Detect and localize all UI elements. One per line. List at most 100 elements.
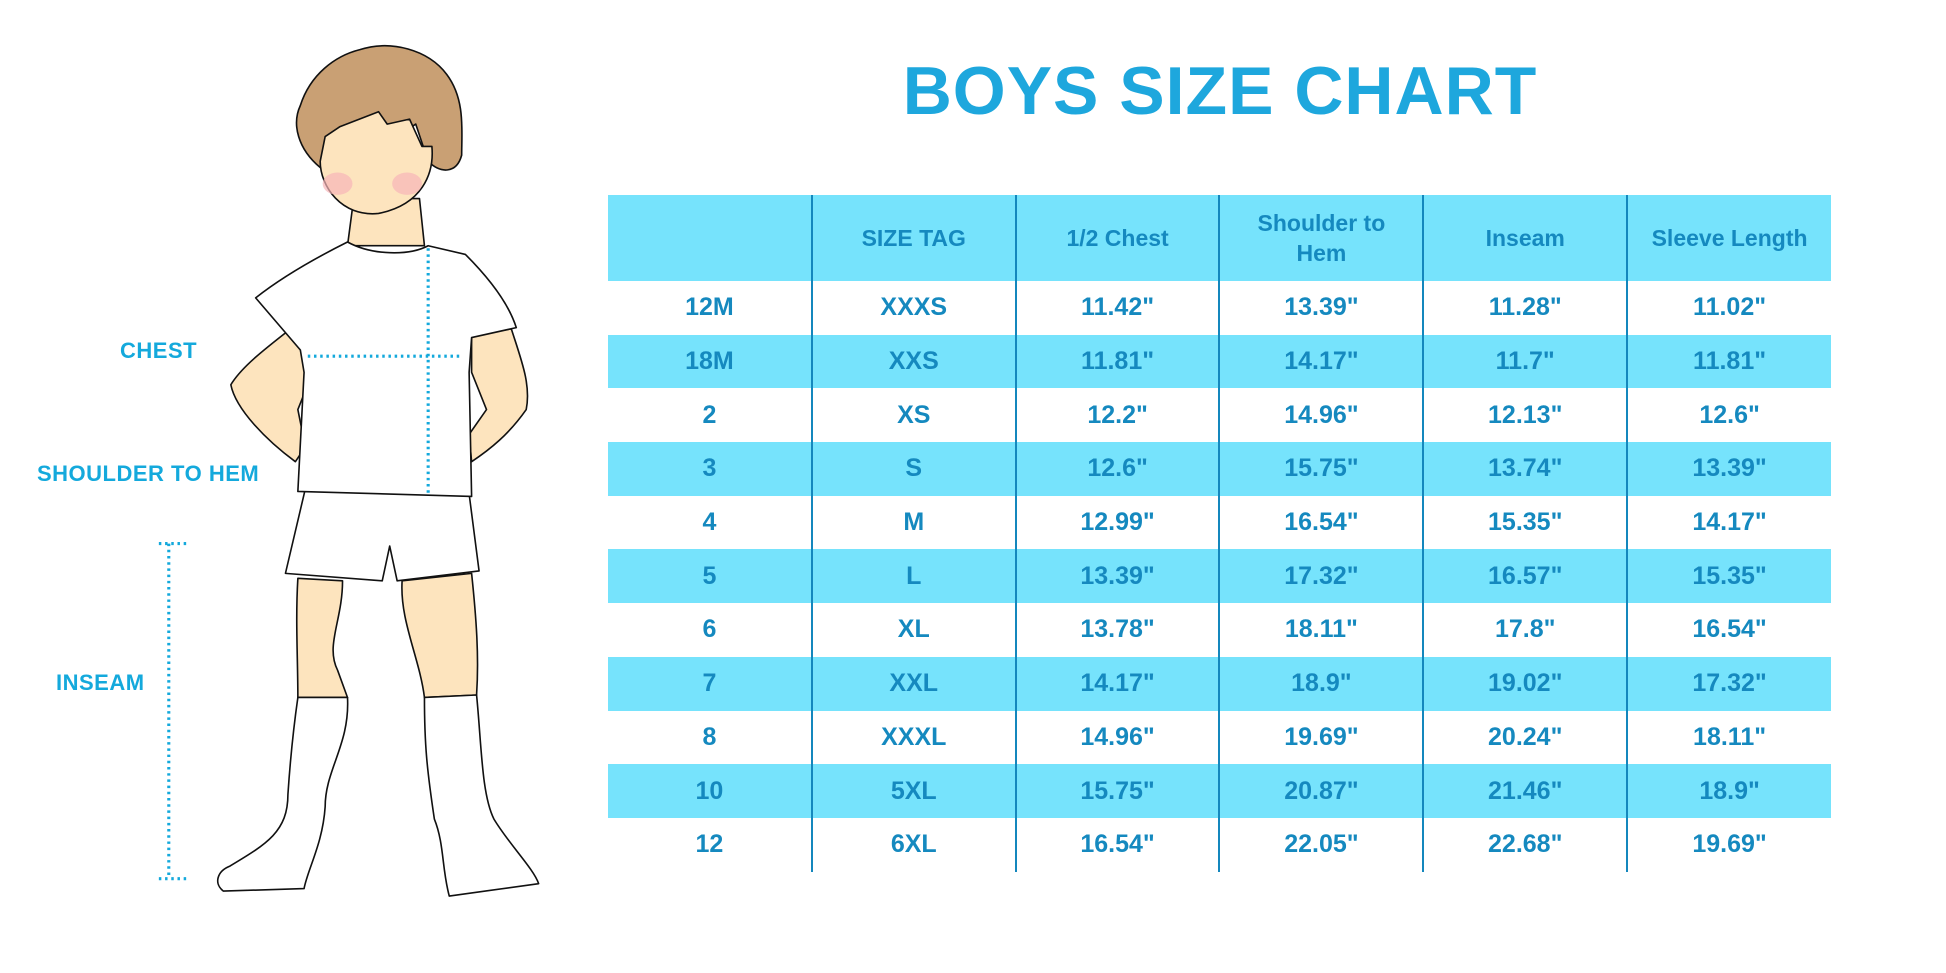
age-cell: 12M xyxy=(685,293,734,322)
half-chest-cell: 12.99" xyxy=(1014,495,1220,550)
inseam-cell: 11.7" xyxy=(1422,334,1628,389)
sleeve-length-cell: 14.17" xyxy=(1626,495,1831,550)
age-cell: 8 xyxy=(702,722,717,751)
inseam-label: INSEAM xyxy=(56,670,145,695)
size-tag-cell: XXL xyxy=(810,656,1016,711)
age-cell: 10 xyxy=(608,764,812,818)
age-cell: 12 xyxy=(695,830,724,859)
inseam-cell: 22.68" xyxy=(1422,817,1628,872)
left-sock xyxy=(216,696,349,892)
half-chest-cell: 14.96" xyxy=(1014,710,1220,765)
size-tag-cell: 5XL xyxy=(810,764,1016,818)
age-cell: 5 xyxy=(608,549,812,604)
table-row: 10 5XL 15.75" 20.87" 21.46" 18.9" xyxy=(608,764,1831,818)
half-chest-header: 1/2 Chest xyxy=(1014,195,1220,281)
shoulder-to-hem-header: Shoulder to Hem xyxy=(1218,195,1424,281)
sleeve-length-cell: 13.39" xyxy=(1626,442,1831,496)
age-cell: 2 xyxy=(702,400,717,429)
half-chest-cell: 11.81" xyxy=(1014,334,1220,389)
half-chest-cell: 15.75" xyxy=(1014,764,1220,818)
size-tag-cell: L xyxy=(810,549,1016,604)
right-leg xyxy=(401,572,479,699)
half-chest-cell: 13.39" xyxy=(1014,549,1220,604)
inseam-cell: 15.35" xyxy=(1422,495,1628,550)
table-row: 5 L 13.39" 17.32" 16.57" 15.35" xyxy=(608,549,1831,604)
inseam-cell: 16.57" xyxy=(1422,549,1628,604)
inseam-header: Inseam xyxy=(1422,195,1628,281)
table-header-row: SIZE TAG 1/2 Chest Shoulder to Hem Inseam Sl… xyxy=(608,195,1831,281)
table-row: 3 S 12.6" 15.75" 13.74" 13.39" xyxy=(608,442,1831,496)
inseam-cell: 20.24" xyxy=(1422,710,1628,765)
sleeve-length-cell: 19.69" xyxy=(1626,817,1831,872)
table-row: 2 XS 12.2" 14.96" 12.13" 12.6" xyxy=(608,388,1831,443)
chest-label: CHEST xyxy=(120,338,198,363)
size-tag-cell: XXS xyxy=(810,334,1016,389)
half-chest-cell: 12.6" xyxy=(1014,442,1220,496)
inseam-cell: 17.8" xyxy=(1422,603,1628,657)
size-tag-header: SIZE TAG xyxy=(810,195,1016,281)
right-sock xyxy=(423,694,540,897)
size-chart-table: SIZE TAG 1/2 Chest Shoulder to Hem Inseam Sl… xyxy=(608,195,1831,872)
age-cell: 18M xyxy=(608,334,812,389)
half-chest-cell: 12.2" xyxy=(1014,388,1220,443)
cheek-right xyxy=(392,172,422,195)
sleeve-length-header: Sleeve Length xyxy=(1626,195,1831,281)
sleeve-length-cell: 11.02" xyxy=(1626,281,1831,335)
age-cell: 4 xyxy=(702,508,717,537)
shoulder-to-hem-cell: 16.54" xyxy=(1218,495,1424,550)
left-leg xyxy=(295,577,349,699)
shoulder-to-hem-cell: 18.9" xyxy=(1218,656,1424,711)
half-chest-cell: 16.54" xyxy=(1014,817,1220,872)
sleeve-length-cell: 12.6" xyxy=(1626,388,1831,443)
shoulder-to-hem-label: SHOULDER TO HEM xyxy=(37,461,260,486)
sleeve-length-cell: 18.11" xyxy=(1626,710,1831,765)
shorts xyxy=(284,488,480,582)
size-tag-cell: M xyxy=(810,495,1016,550)
sleeve-length-cell: 11.81" xyxy=(1626,334,1831,389)
inseam-cell: 21.46" xyxy=(1422,764,1628,818)
shoulder-to-hem-cell: 17.32" xyxy=(1218,549,1424,604)
size-tag-cell: XXXS xyxy=(810,281,1016,335)
table-row: 6 XL 13.78" 18.11" 17.8" 16.54" xyxy=(608,603,1831,657)
shoulder-to-hem-cell: 19.69" xyxy=(1218,710,1424,765)
shoulder-to-hem-cell: 18.11" xyxy=(1218,603,1424,657)
size-tag-cell: 6XL xyxy=(810,817,1016,872)
table-row: 18M XXS 11.81" 14.17" 11.7" 11.81" xyxy=(608,334,1831,389)
shoulder-to-hem-cell: 22.05" xyxy=(1218,817,1424,872)
age-header xyxy=(608,195,812,281)
shoulder-to-hem-cell: 14.96" xyxy=(1218,388,1424,443)
shoulder-to-hem-cell: 15.75" xyxy=(1218,442,1424,496)
size-tag-cell: S xyxy=(810,442,1016,496)
inseam-cell: 13.74" xyxy=(1422,442,1628,496)
inseam-cell: 12.13" xyxy=(1422,388,1628,443)
sleeve-length-cell: 15.35" xyxy=(1626,549,1831,604)
age-cell: 7 xyxy=(608,656,812,711)
inseam-cell: 19.02" xyxy=(1422,656,1628,711)
sleeve-length-cell: 16.54" xyxy=(1626,603,1831,657)
sleeve-length-cell: 17.32" xyxy=(1626,656,1831,711)
size-tag-cell: XS xyxy=(810,388,1016,443)
cheek-left xyxy=(322,172,353,195)
shoulder-to-hem-cell: 13.39" xyxy=(1218,281,1424,335)
inseam-cell: 11.28" xyxy=(1422,281,1628,335)
shoulder-to-hem-cell: 20.87" xyxy=(1218,764,1424,818)
half-chest-cell: 14.17" xyxy=(1014,656,1220,711)
table-row: 12M XXXS 11.42" 13.39" 11.28" 11.02" xyxy=(608,281,1831,335)
table-row: 4 M 12.99" 16.54" 15.35" 14.17" xyxy=(608,495,1831,550)
page-title: BOYS SIZE CHART xyxy=(902,53,1538,129)
right-arm xyxy=(468,328,529,463)
size-tag-cell: XXXL xyxy=(810,710,1016,765)
table-row: 7 XXL 14.17" 18.9" 19.02" 17.32" xyxy=(608,656,1831,711)
table-row: 12 6XL 16.54" 22.05" 22.68" 19.69" xyxy=(608,817,1831,872)
half-chest-cell: 13.78" xyxy=(1014,603,1220,657)
table-row: 8 XXXL 14.96" 19.69" 20.24" 18.11" xyxy=(608,710,1831,765)
age-cell: 6 xyxy=(702,615,717,644)
left-arm xyxy=(230,324,314,463)
age-cell: 3 xyxy=(608,442,812,496)
half-chest-cell: 11.42" xyxy=(1014,281,1220,335)
sleeve-length-cell: 18.9" xyxy=(1626,764,1831,818)
t-shirt xyxy=(254,241,518,498)
shoulder-to-hem-cell: 14.17" xyxy=(1218,334,1424,389)
size-tag-cell: XL xyxy=(810,603,1016,657)
